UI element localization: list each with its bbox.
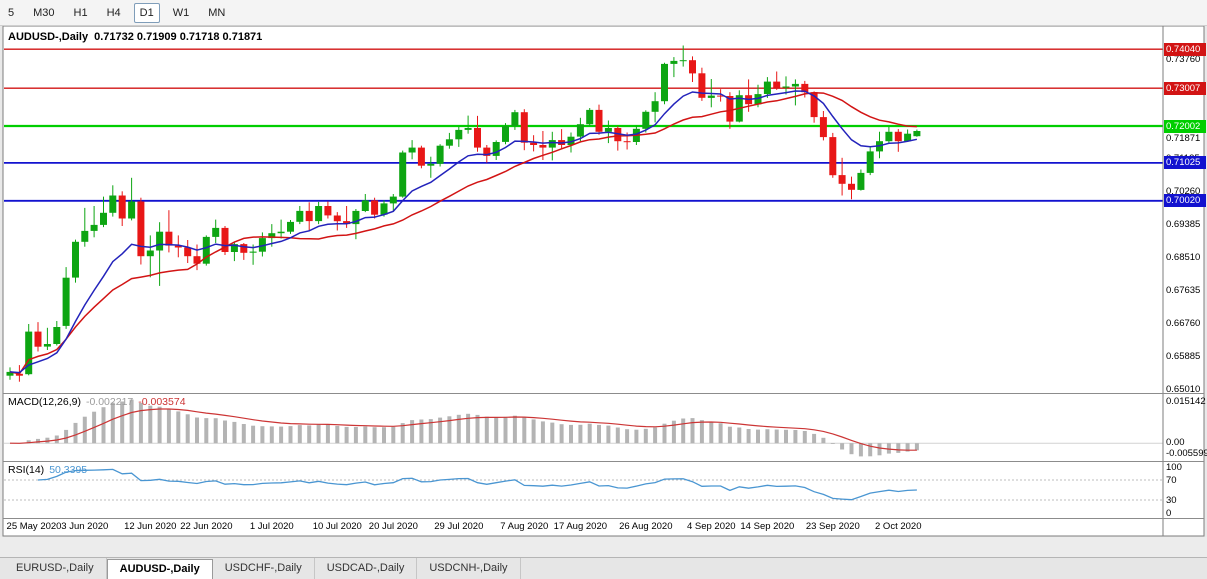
macd-value: -0.002217 xyxy=(85,396,134,408)
price-tick: 0.65010 xyxy=(1166,383,1201,395)
macd-indicator-label: MACD(12,26,9) -0.002217 -0.003574 xyxy=(8,396,186,408)
price-tick: 0.73760 xyxy=(1166,53,1201,65)
date-label: 26 Aug 2020 xyxy=(619,521,673,532)
macd-axis-label: 0.015142 xyxy=(1166,396,1206,407)
rsi-value: 50.3395 xyxy=(49,464,88,476)
date-label: 2 Oct 2020 xyxy=(875,521,922,532)
date-label: 3 Jun 2020 xyxy=(61,521,109,532)
timeframe-button-mn[interactable]: MN xyxy=(208,6,226,19)
macd-axis-label: 0.00 xyxy=(1166,437,1185,449)
chart-tab-audusd[interactable]: AUDUSD-,Daily xyxy=(106,559,213,579)
price-tick: 0.65885 xyxy=(1166,350,1201,362)
date-label: 1 Jul 2020 xyxy=(249,521,294,532)
date-label: 14 Sep 2020 xyxy=(740,521,795,532)
bottom-strip xyxy=(0,537,1207,557)
date-label: 23 Sep 2020 xyxy=(805,521,860,532)
chart-tabs-bar: EURUSD-,Daily AUDUSD-,Daily USDCHF-,Daily U… xyxy=(0,557,1207,579)
date-label: 12 Jun 2020 xyxy=(124,521,177,532)
time-axis[interactable]: 25 May 2020 3 Jun 2020 12 Jun 2020 22 Jun 2… xyxy=(0,519,1163,536)
level-price-badge: 0.73007 xyxy=(1164,81,1206,95)
level-price-badge: 0.71025 xyxy=(1164,156,1206,170)
panel-divider-rsi-dates[interactable] xyxy=(3,518,1204,519)
level-price-badge: 0.70020 xyxy=(1164,194,1206,208)
price-tick: 0.70260 xyxy=(1166,185,1201,197)
timeframe-button-m30[interactable]: M30 xyxy=(33,6,55,19)
macd-axis-label: -0.005599 xyxy=(1166,448,1207,459)
chart-tab-usdcad[interactable]: USDCAD-,Daily xyxy=(315,558,418,579)
date-label: 29 Jul 2020 xyxy=(434,521,484,532)
timeframe-button-h4[interactable]: H4 xyxy=(106,6,121,19)
macd-name: MACD(12,26,9) xyxy=(8,396,81,408)
rsi-axis-label: 100 xyxy=(1166,462,1182,473)
timeframe-button-w1[interactable]: W1 xyxy=(172,6,190,19)
level-price-badge: 0.72002 xyxy=(1164,119,1206,133)
chart-ohlc-readout: AUDUSD-,Daily 0.71732 0.71909 0.71718 0.7… xyxy=(8,31,262,43)
rsi-indicator-label: RSI(14) 50.3395 xyxy=(8,464,87,476)
price-tick: 0.69385 xyxy=(1166,218,1201,230)
date-label: 7 Aug 2020 xyxy=(500,521,549,532)
chart-tab-usdcnh[interactable]: USDCNH-,Daily xyxy=(417,558,521,579)
price-tick: 0.66760 xyxy=(1166,317,1201,329)
chart-tab-usdchf[interactable]: USDCHF-,Daily xyxy=(213,558,315,579)
timeframe-button-d1[interactable]: D1 xyxy=(133,2,160,23)
chart-tab-eurusd[interactable]: EURUSD-,Daily xyxy=(4,558,107,579)
panel-divider-main-macd[interactable] xyxy=(3,393,1204,394)
date-label: 4 Sep 2020 xyxy=(686,521,736,532)
date-label: 22 Jun 2020 xyxy=(180,521,233,532)
rsi-axis-label: 70 xyxy=(1166,474,1177,486)
rsi-name: RSI(14) xyxy=(8,464,45,476)
macd-signal-value: -0.003574 xyxy=(138,396,186,408)
rsi-axis-label: 30 xyxy=(1166,494,1177,506)
timeframe-toolbar: 5 M30 H1 H4 D1 W1 MN xyxy=(0,0,1207,26)
date-label: 10 Jul 2020 xyxy=(312,521,362,532)
level-price-badge: 0.74040 xyxy=(1164,42,1206,56)
timeframe-button-h1[interactable]: H1 xyxy=(73,6,88,19)
timeframe-button-5[interactable]: 5 xyxy=(8,6,15,19)
price-tick: 0.67635 xyxy=(1166,284,1201,296)
current-price-label: 0.71871 xyxy=(1166,133,1201,146)
price-tick: 0.68510 xyxy=(1166,251,1201,263)
chart-symbol-period: AUDUSD-,Daily xyxy=(8,31,89,43)
date-label: 17 Aug 2020 xyxy=(553,521,608,532)
ohlc-values: 0.71732 0.71909 0.71718 0.71871 xyxy=(94,31,263,43)
rsi-axis-label: 0 xyxy=(1166,508,1172,519)
price-axis[interactable]: 0.737600.728850.720100.711350.702600.693… xyxy=(1164,0,1207,579)
panel-divider-macd-rsi[interactable] xyxy=(3,461,1204,462)
date-label: 20 Jul 2020 xyxy=(368,521,418,532)
date-label: 25 May 2020 xyxy=(6,521,62,532)
